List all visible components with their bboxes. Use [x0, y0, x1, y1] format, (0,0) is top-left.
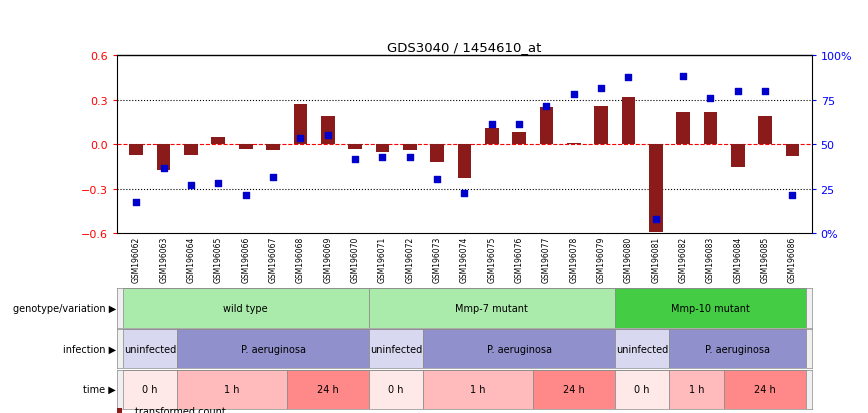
Text: wild type: wild type — [223, 303, 268, 313]
Bar — [485, 129, 498, 145]
Point — [348, 156, 362, 162]
Bar — [567, 143, 581, 145]
Text: 1 h: 1 h — [470, 384, 486, 394]
Text: uninfected: uninfected — [370, 344, 422, 354]
Bar — [615, 329, 669, 368]
Text: 0 h: 0 h — [635, 384, 650, 394]
Point — [731, 88, 745, 95]
Text: Mmp-7 mutant: Mmp-7 mutant — [456, 303, 528, 313]
Point — [621, 74, 635, 81]
Point — [293, 135, 307, 142]
Point — [266, 175, 280, 181]
Point — [512, 121, 526, 128]
Text: time ▶: time ▶ — [83, 384, 115, 394]
Bar — [676, 112, 690, 145]
Bar — [615, 289, 806, 328]
Bar — [122, 329, 177, 368]
Bar — [621, 97, 635, 145]
Text: 24 h: 24 h — [754, 384, 776, 394]
Bar — [759, 117, 772, 145]
Title: GDS3040 / 1454610_at: GDS3040 / 1454610_at — [387, 40, 542, 54]
Bar — [540, 108, 553, 145]
Text: 1 h: 1 h — [224, 384, 240, 394]
Point — [676, 73, 690, 80]
Bar — [177, 370, 286, 409]
Point — [703, 95, 717, 102]
Point — [594, 86, 608, 93]
Bar — [424, 329, 615, 368]
Text: 24 h: 24 h — [562, 384, 585, 394]
Bar — [122, 370, 177, 409]
Bar — [348, 145, 362, 150]
Bar — [293, 105, 307, 145]
Point — [457, 190, 471, 197]
Bar — [457, 145, 471, 179]
Bar — [403, 145, 417, 151]
Text: 24 h: 24 h — [317, 384, 339, 394]
Text: uninfected: uninfected — [124, 344, 176, 354]
Bar — [239, 145, 253, 150]
Point — [403, 154, 417, 161]
Text: P. aeruginosa: P. aeruginosa — [487, 344, 551, 354]
Bar — [184, 145, 198, 155]
Bar — [369, 329, 424, 368]
Point — [648, 216, 662, 223]
Bar — [122, 289, 369, 328]
Point — [129, 199, 143, 206]
Bar — [286, 370, 369, 409]
Bar — [369, 289, 615, 328]
Bar — [177, 329, 369, 368]
Bar — [704, 112, 717, 145]
Point — [321, 132, 335, 138]
Bar — [731, 145, 745, 167]
Text: 0 h: 0 h — [142, 384, 158, 394]
Point — [212, 181, 226, 188]
Bar — [424, 370, 533, 409]
Point — [431, 176, 444, 183]
Bar — [669, 370, 724, 409]
Bar — [669, 329, 806, 368]
Point — [758, 88, 772, 95]
Bar — [212, 138, 225, 145]
Bar — [595, 107, 608, 145]
Text: P. aeruginosa: P. aeruginosa — [706, 344, 770, 354]
Bar — [266, 145, 279, 151]
Text: transformed count: transformed count — [135, 406, 226, 413]
Point — [567, 91, 581, 97]
Text: Mmp-10 mutant: Mmp-10 mutant — [671, 303, 750, 313]
Bar — [533, 370, 615, 409]
Bar — [376, 145, 389, 152]
Bar — [129, 145, 143, 155]
Bar — [512, 133, 526, 145]
Point — [484, 121, 498, 128]
Text: infection ▶: infection ▶ — [62, 344, 115, 354]
Text: 1 h: 1 h — [689, 384, 705, 394]
Point — [239, 192, 253, 199]
Point — [539, 104, 553, 110]
Point — [184, 183, 198, 189]
Point — [157, 166, 171, 172]
Text: P. aeruginosa: P. aeruginosa — [240, 344, 306, 354]
Bar — [369, 370, 424, 409]
Text: 0 h: 0 h — [388, 384, 404, 394]
Point — [786, 192, 799, 199]
Bar — [724, 370, 806, 409]
Bar — [786, 145, 799, 157]
Bar — [615, 370, 669, 409]
Bar — [649, 145, 662, 232]
Point — [376, 154, 390, 161]
Bar — [157, 145, 170, 170]
Text: uninfected: uninfected — [616, 344, 668, 354]
Text: genotype/variation ▶: genotype/variation ▶ — [12, 303, 115, 313]
Bar — [321, 117, 334, 145]
Bar — [431, 145, 444, 163]
